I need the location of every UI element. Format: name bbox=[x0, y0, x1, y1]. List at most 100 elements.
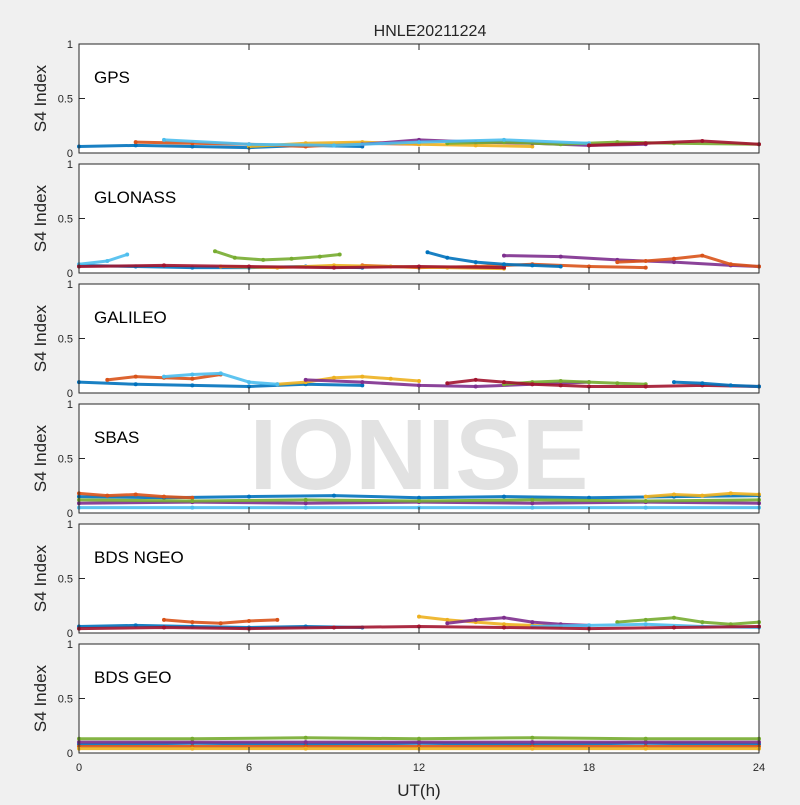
data-point bbox=[643, 746, 648, 751]
data-point bbox=[417, 624, 421, 629]
data-point bbox=[502, 625, 506, 630]
data-point bbox=[473, 260, 478, 265]
data-point bbox=[672, 492, 676, 497]
x-tick-label: 24 bbox=[753, 762, 765, 774]
data-point bbox=[530, 144, 535, 149]
panel-label: SBAS bbox=[94, 428, 139, 447]
data-point bbox=[289, 256, 294, 261]
data-point bbox=[360, 380, 365, 385]
panel-label: BDS GEO bbox=[94, 668, 171, 687]
data-point bbox=[332, 493, 336, 498]
data-point bbox=[332, 375, 336, 380]
data-point bbox=[700, 253, 705, 258]
data-point bbox=[133, 382, 138, 387]
data-point bbox=[445, 255, 450, 260]
series-line bbox=[672, 380, 761, 388]
data-point bbox=[303, 735, 308, 740]
data-point bbox=[190, 499, 195, 503]
data-point bbox=[133, 492, 138, 497]
data-point bbox=[218, 621, 223, 626]
data-point bbox=[643, 622, 648, 627]
plot-area bbox=[79, 164, 759, 273]
data-point bbox=[247, 380, 251, 385]
data-point bbox=[190, 372, 195, 377]
data-point bbox=[643, 494, 648, 499]
data-point bbox=[530, 505, 535, 510]
data-point bbox=[247, 494, 251, 499]
data-point bbox=[672, 615, 676, 620]
y-tick-label: 0.5 bbox=[58, 334, 73, 346]
data-point bbox=[425, 250, 430, 255]
y-tick-label: 0 bbox=[67, 268, 73, 280]
data-point bbox=[105, 259, 110, 263]
series-line bbox=[426, 250, 563, 268]
data-point bbox=[417, 495, 421, 500]
data-point bbox=[530, 263, 535, 268]
data-point bbox=[417, 736, 421, 741]
data-point bbox=[502, 380, 506, 385]
series-line bbox=[615, 254, 761, 268]
data-point bbox=[303, 746, 308, 751]
data-point bbox=[105, 493, 110, 498]
data-point bbox=[530, 382, 535, 387]
series-line bbox=[587, 139, 761, 147]
data-point bbox=[190, 144, 195, 149]
x-tick-label: 6 bbox=[246, 762, 252, 774]
data-point bbox=[728, 383, 733, 388]
panel-1: 0 0.5 1 GPS S4 Index bbox=[31, 39, 761, 160]
data-point bbox=[162, 137, 166, 142]
y-tick-label: 0 bbox=[67, 748, 73, 760]
data-point bbox=[700, 620, 705, 625]
data-point bbox=[643, 736, 648, 741]
data-point bbox=[332, 265, 336, 270]
plot-area bbox=[79, 644, 759, 753]
data-point bbox=[190, 376, 195, 381]
data-point bbox=[530, 746, 535, 751]
panel-label: GLONASS bbox=[94, 188, 176, 207]
data-point bbox=[643, 740, 648, 745]
data-point bbox=[672, 260, 676, 265]
data-point bbox=[587, 384, 591, 389]
data-point bbox=[190, 383, 195, 388]
data-point bbox=[587, 143, 591, 148]
data-point bbox=[417, 379, 421, 383]
data-point bbox=[728, 262, 733, 267]
data-point bbox=[643, 505, 648, 510]
data-point bbox=[190, 736, 195, 741]
data-point bbox=[502, 262, 506, 267]
data-point bbox=[162, 374, 166, 379]
series-line bbox=[162, 138, 591, 147]
data-point bbox=[261, 257, 266, 262]
data-point bbox=[213, 249, 217, 254]
series-line bbox=[615, 616, 761, 626]
panel-3: 0 0.5 1 GALILEO S4 Index bbox=[31, 279, 761, 400]
panel-label: BDS NGEO bbox=[94, 548, 184, 567]
y-tick-label: 1 bbox=[67, 519, 73, 531]
y-axis-label: S4 Index bbox=[31, 64, 50, 132]
data-point bbox=[445, 617, 450, 622]
y-tick-label: 0.5 bbox=[58, 574, 73, 586]
data-point bbox=[615, 260, 620, 265]
data-point bbox=[388, 376, 393, 381]
data-point bbox=[530, 501, 535, 506]
data-point bbox=[417, 614, 421, 619]
y-axis-label: S4 Index bbox=[31, 184, 50, 252]
data-point bbox=[473, 617, 478, 622]
data-point bbox=[700, 493, 705, 498]
y-tick-label: 0.5 bbox=[58, 694, 73, 706]
data-point bbox=[417, 140, 421, 145]
data-point bbox=[473, 143, 478, 148]
data-point bbox=[615, 620, 620, 625]
data-point bbox=[190, 620, 195, 625]
data-point bbox=[162, 263, 166, 268]
data-point bbox=[133, 143, 138, 148]
data-point bbox=[332, 143, 336, 148]
data-point bbox=[502, 137, 506, 142]
series-line bbox=[77, 380, 364, 388]
data-point bbox=[615, 381, 620, 386]
data-point bbox=[247, 264, 251, 269]
data-point bbox=[125, 252, 130, 257]
data-point bbox=[728, 622, 733, 627]
data-point bbox=[587, 380, 591, 385]
